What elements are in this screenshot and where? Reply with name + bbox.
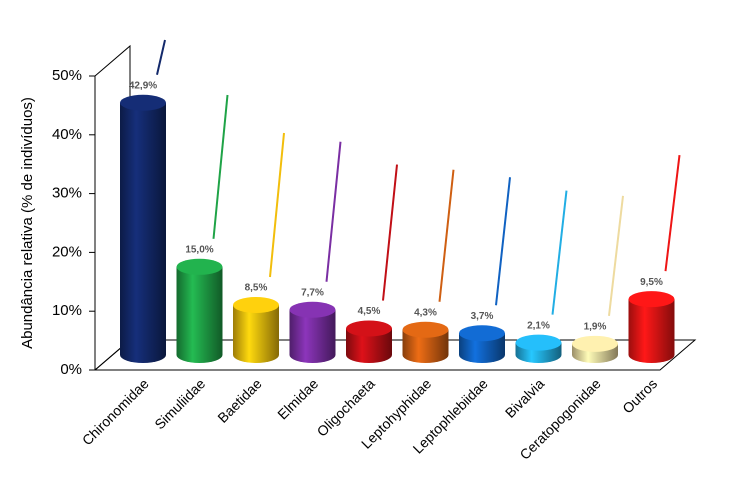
bar-top	[459, 325, 505, 342]
value-label: 42,9%	[129, 80, 157, 91]
leader-line	[438, 169, 455, 302]
leader-line	[156, 39, 166, 75]
x-tick-label: Simuliidae	[151, 375, 208, 432]
y-axis-label: Abundância relativa (% de indivíduos)	[19, 97, 36, 349]
value-label: 1,9%	[584, 321, 607, 332]
leader-line	[495, 177, 511, 306]
bar-body	[120, 102, 166, 364]
bar-top	[233, 297, 279, 314]
value-label: 7,7%	[301, 287, 324, 298]
bar-body	[346, 328, 392, 363]
x-tick-label: Chironomidae	[79, 375, 152, 448]
bar-top	[346, 320, 392, 337]
bar-top	[515, 334, 562, 351]
y-tick-label: 50%	[52, 67, 82, 84]
bar-body	[628, 299, 675, 363]
leader-line	[551, 190, 568, 315]
y-tick-label: 30%	[52, 185, 82, 202]
bar-body	[402, 329, 449, 363]
bar-top	[572, 335, 618, 352]
bar-body	[233, 305, 279, 363]
value-label: 4,5%	[358, 306, 381, 317]
bar-top	[176, 258, 223, 275]
bar-top	[402, 321, 449, 338]
x-tick-label: Outros	[619, 375, 660, 416]
bar-top	[120, 94, 166, 111]
y-tick-label: 0%	[60, 361, 82, 378]
bar-top	[628, 291, 675, 308]
bar-body	[176, 266, 223, 363]
y-tick-label: 10%	[52, 302, 82, 319]
leader-line	[269, 132, 285, 278]
y-tick-label: 20%	[52, 243, 82, 260]
value-label: 3,7%	[471, 311, 494, 322]
leader-line	[608, 195, 624, 316]
x-tick-label: Baetidae	[214, 375, 265, 426]
bar-body	[289, 309, 336, 363]
value-label: 9,5%	[640, 277, 663, 288]
y-tick-label: 40%	[52, 126, 82, 143]
x-tick-label: Elmidae	[274, 375, 321, 422]
value-label: 4,3%	[414, 307, 437, 318]
value-label: 15,0%	[185, 244, 213, 255]
bar-top	[289, 301, 336, 318]
leader-line	[664, 155, 681, 272]
leader-line	[212, 94, 229, 239]
bar-body	[459, 333, 505, 363]
leader-line	[382, 164, 398, 301]
value-label: 8,5%	[245, 283, 268, 294]
value-label: 2,1%	[527, 320, 550, 331]
leader-line	[325, 141, 342, 282]
x-tick-label: Bivalvia	[502, 375, 548, 421]
